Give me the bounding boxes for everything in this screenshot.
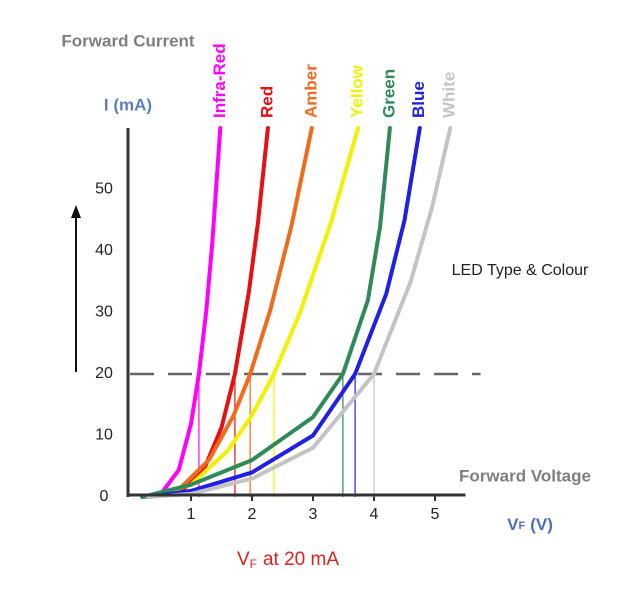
x-label: Forward Voltage (459, 466, 591, 485)
x-unit-unit: (V) (530, 515, 553, 534)
annotation-text: at 20 mA (263, 549, 339, 570)
y-tick-label: 50 (95, 181, 113, 198)
series-label: Red (257, 86, 276, 118)
y-label: Forward Current (61, 31, 195, 50)
series-label: Infra-Red (210, 43, 229, 118)
annotation-subscript: F (250, 557, 257, 571)
annotation-symbol: V (237, 549, 250, 570)
y-tick-label: 30 (95, 304, 113, 321)
y-unit: I (mA) (104, 95, 152, 114)
series-line (146, 126, 422, 499)
x-unit-symbol: V (507, 515, 519, 534)
series-line (140, 126, 392, 499)
series-label: Green (379, 69, 398, 118)
arrow-head (71, 205, 81, 218)
series-line (146, 126, 314, 499)
x-tick-label: 5 (431, 506, 440, 523)
annotation: VF at 20 mA (237, 549, 339, 571)
series-label: Yellow (348, 64, 367, 118)
series-line (146, 126, 270, 499)
legend-title: LED Type & Colour (452, 262, 589, 279)
y-tick-label: 10 (95, 427, 113, 444)
y-tick-label: 40 (95, 242, 113, 259)
series-label: White (440, 72, 459, 118)
x-tick-label: 3 (309, 506, 318, 523)
series-line (140, 126, 223, 499)
y-tick-label: 0 (100, 488, 109, 505)
x-tick-label: 2 (248, 506, 257, 523)
y-tick-label: 20 (95, 365, 113, 382)
x-unit: VF (V) (507, 515, 553, 534)
series-line (146, 126, 361, 499)
x-tick-label: 4 (370, 506, 379, 523)
series-label: Amber (301, 64, 320, 118)
x-unit-subscript: F (518, 520, 525, 532)
series-label: Blue (409, 81, 428, 118)
series-line (146, 126, 453, 499)
x-tick-label: 1 (187, 506, 196, 523)
